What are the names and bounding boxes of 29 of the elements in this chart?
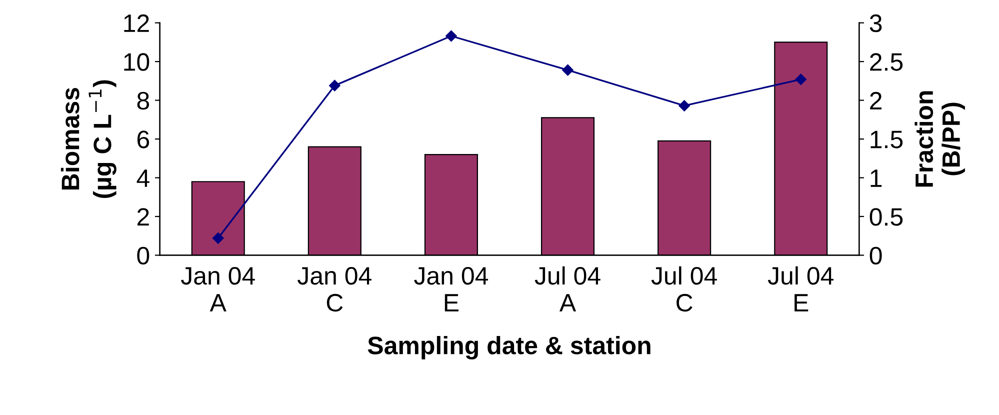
x-tick-label: Jul 04 C — [651, 266, 717, 312]
point — [212, 232, 224, 244]
y-tick-label: 8 — [137, 92, 150, 110]
point — [678, 100, 690, 112]
point — [329, 80, 340, 92]
y-tick-label: 0 — [137, 246, 150, 265]
point — [562, 64, 574, 76]
x-tick-label: Jan 04 E — [414, 266, 488, 312]
y-axis-title: Biomass (µg C L$^{−1}$) — [60, 80, 116, 198]
x-tick-label: Jul 04 A — [534, 266, 600, 312]
y-tick-label: 4 — [136, 170, 150, 187]
y-tick-label: 12 — [124, 14, 149, 32]
y-tick-label: 2 — [137, 208, 149, 226]
y2-tick-label: 1.5 — [870, 130, 903, 148]
y2-tick-label: 2.5 — [870, 53, 903, 71]
y2-tick-label: 0.5 — [870, 208, 903, 226]
y-tick-label: 10 — [124, 53, 150, 71]
x-tick-label: Jul 04 E — [768, 266, 834, 312]
y2-tick-label: 2 — [870, 92, 882, 110]
x-tick-label: Jan 04 C — [298, 266, 372, 312]
y2-tick-label: 3 — [870, 14, 882, 32]
x-axis-title: Sampling date & station — [368, 336, 650, 360]
point — [446, 30, 457, 42]
y2-tick-label: 0 — [870, 246, 882, 265]
point — [795, 74, 806, 85]
y2-axis-title: Fraction (B/PP) — [914, 91, 965, 187]
y2-tick-label: 1 — [870, 170, 882, 187]
y-tick-label: 6 — [137, 130, 150, 148]
x-tick-label: Jan 04 A — [180, 266, 255, 312]
